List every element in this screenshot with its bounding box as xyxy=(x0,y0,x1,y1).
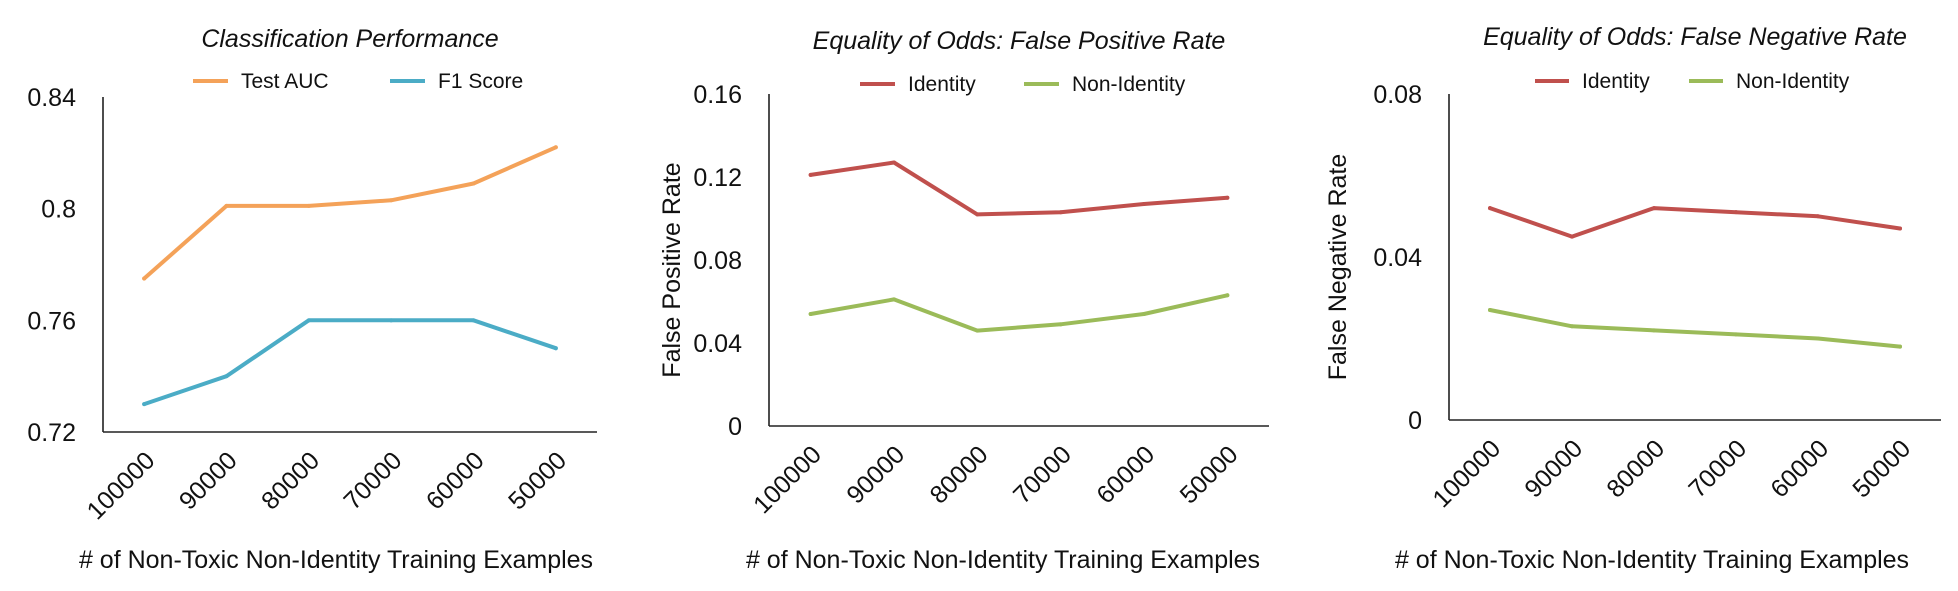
data-point xyxy=(1816,214,1820,219)
x-axis-label: # of Non-Toxic Non-Identity Training Exa… xyxy=(1395,546,1909,574)
data-point xyxy=(142,402,147,407)
x-tick-label: 50000 xyxy=(503,446,572,515)
x-tick-label: 100000 xyxy=(748,440,827,519)
data-point xyxy=(1225,293,1230,298)
data-point xyxy=(553,346,558,351)
data-point xyxy=(1898,344,1902,349)
data-point xyxy=(224,203,229,208)
x-axis-label: # of Non-Toxic Non-Identity Training Exa… xyxy=(746,546,1260,574)
x-tick-label: 90000 xyxy=(174,446,243,515)
legend-label: F1 Score xyxy=(438,70,523,93)
data-point xyxy=(975,212,980,217)
y-tick-label: 0 xyxy=(1408,407,1422,435)
x-tick-label: 70000 xyxy=(338,446,407,515)
data-point xyxy=(1734,332,1738,337)
y-tick-label: 0.72 xyxy=(27,419,76,447)
x-axis-label: # of Non-Toxic Non-Identity Training Exa… xyxy=(79,546,593,574)
data-point xyxy=(975,328,980,333)
y-tick-label: 0.08 xyxy=(693,247,742,275)
x-tick-label: 90000 xyxy=(841,440,910,509)
data-point xyxy=(1488,206,1492,211)
series-line-f1-score xyxy=(142,318,558,407)
chart-title: Equality of Odds: False Positive Rate xyxy=(813,27,1226,55)
x-tick-label: 70000 xyxy=(1008,440,1077,509)
y-tick-label: 0.8 xyxy=(41,196,76,224)
y-tick-label: 0.76 xyxy=(27,307,76,335)
data-point xyxy=(389,198,394,203)
data-point xyxy=(553,145,558,150)
legend-label: Test AUC xyxy=(241,70,329,93)
data-point xyxy=(1058,210,1063,215)
data-point xyxy=(389,318,394,323)
y-tick-label: 0.84 xyxy=(27,84,76,112)
legend-label: Non-Identity xyxy=(1072,73,1186,96)
data-point xyxy=(1652,206,1656,211)
classification-performance-chart: Classification Performance Test AUC F1 Sco… xyxy=(0,0,640,591)
data-point xyxy=(224,374,229,379)
legend-label: Identity xyxy=(908,73,976,96)
y-tick-label: 0.16 xyxy=(693,81,742,109)
data-point xyxy=(808,311,813,316)
data-point xyxy=(1488,307,1492,312)
data-point xyxy=(142,276,147,281)
false-positive-rate-chart: Equality of Odds: False Positive Rate Ide… xyxy=(652,0,1302,591)
y-tick-label: 0.04 xyxy=(1373,244,1422,272)
data-point xyxy=(1142,201,1146,206)
chart-title: Equality of Odds: False Negative Rate xyxy=(1483,23,1907,51)
series-line-non-identity xyxy=(808,293,1230,333)
data-point xyxy=(471,181,476,186)
chart-title: Classification Performance xyxy=(201,25,498,53)
data-point xyxy=(306,318,311,323)
data-point xyxy=(1058,322,1063,327)
legend-label: Non-Identity xyxy=(1736,70,1850,93)
x-tick-label: 60000 xyxy=(421,446,490,515)
data-point xyxy=(1570,234,1574,239)
data-point xyxy=(1652,328,1656,333)
data-point xyxy=(471,318,476,323)
data-point xyxy=(1570,324,1574,329)
data-point xyxy=(808,172,813,177)
data-point xyxy=(306,203,311,208)
chart-svg: Classification Performance Test AUC F1 Sco… xyxy=(27,25,597,574)
y-axis-label: False Negative Rate xyxy=(1324,154,1352,381)
y-tick-label: 0.12 xyxy=(693,164,742,192)
x-tick-label: 60000 xyxy=(1765,434,1834,503)
y-axis-label: False Positive Rate xyxy=(658,162,686,377)
series-line-identity xyxy=(1488,206,1902,239)
data-point xyxy=(1816,336,1820,341)
chart-svg: Equality of Odds: False Positive Rate Ide… xyxy=(658,27,1269,574)
data-point xyxy=(1142,311,1146,316)
x-tick-label: 70000 xyxy=(1683,434,1752,503)
data-point xyxy=(1225,195,1230,200)
x-tick-label: 50000 xyxy=(1847,434,1916,503)
x-tick-label: 80000 xyxy=(925,440,994,509)
false-negative-rate-chart: Equality of Odds: False Negative Rate Ide… xyxy=(1316,0,1958,591)
x-tick-label: 50000 xyxy=(1175,440,1244,509)
data-point xyxy=(892,297,896,302)
x-tick-label: 80000 xyxy=(1601,434,1670,503)
x-tick-label: 80000 xyxy=(256,446,325,515)
x-tick-label: 60000 xyxy=(1091,440,1160,509)
x-tick-label: 100000 xyxy=(1427,434,1506,513)
y-tick-label: 0.04 xyxy=(693,330,742,358)
x-tick-label: 90000 xyxy=(1519,434,1588,503)
x-tick-label: 100000 xyxy=(82,446,161,525)
chart-svg: Equality of Odds: False Negative Rate Ide… xyxy=(1324,23,1941,574)
series-line-test-auc xyxy=(142,145,558,281)
series-line-identity xyxy=(808,160,1230,217)
series-line-non-identity xyxy=(1488,308,1902,349)
y-tick-label: 0.08 xyxy=(1373,81,1422,109)
data-point xyxy=(892,160,896,165)
legend-label: Identity xyxy=(1582,70,1650,93)
y-tick-label: 0 xyxy=(728,413,742,441)
data-point xyxy=(1734,210,1738,215)
data-point xyxy=(1898,226,1902,231)
